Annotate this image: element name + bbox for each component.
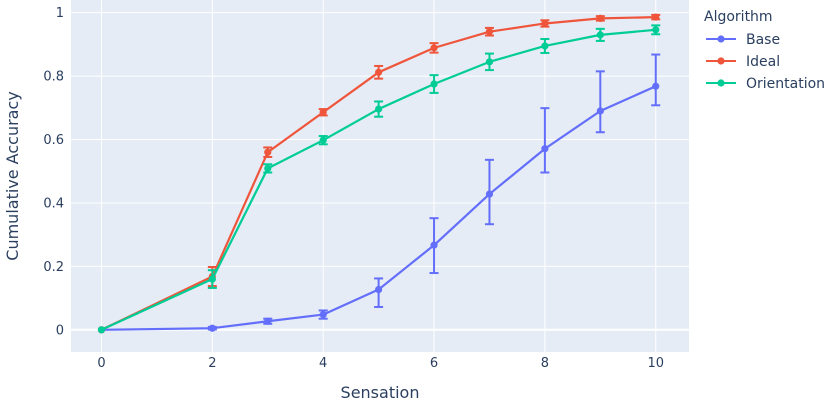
legend-swatch-marker bbox=[717, 57, 725, 65]
series-orientation bbox=[97, 24, 661, 334]
data-point[interactable] bbox=[264, 148, 272, 156]
data-point[interactable] bbox=[652, 13, 660, 21]
error-bar bbox=[540, 107, 550, 174]
x-tick-label: 4 bbox=[319, 356, 327, 371]
data-point[interactable] bbox=[596, 14, 604, 22]
y-axis-title: Cumulative Accuracy bbox=[3, 91, 22, 260]
x-tick-label: 2 bbox=[208, 356, 216, 371]
data-point[interactable] bbox=[652, 82, 660, 90]
data-point[interactable] bbox=[208, 324, 216, 332]
data-point[interactable] bbox=[208, 275, 216, 283]
y-tick-label: 1 bbox=[56, 6, 64, 21]
grid-lines bbox=[71, 0, 689, 352]
series-line-orientation bbox=[101, 28, 656, 331]
data-point[interactable] bbox=[264, 317, 272, 325]
legend-item-base[interactable]: Base bbox=[706, 32, 780, 48]
data-point[interactable] bbox=[541, 19, 549, 28]
data-point[interactable] bbox=[430, 44, 438, 52]
y-tick-label: 0 bbox=[56, 323, 64, 338]
legend-label: Orientation bbox=[746, 76, 825, 92]
data-point[interactable] bbox=[596, 31, 604, 39]
data-point[interactable] bbox=[319, 136, 327, 144]
series-line-ideal bbox=[101, 16, 656, 331]
data-point[interactable] bbox=[375, 68, 383, 76]
legend-item-ideal[interactable]: Ideal bbox=[706, 54, 780, 70]
data-point[interactable] bbox=[652, 26, 660, 34]
legend-item-orientation[interactable]: Orientation bbox=[706, 76, 825, 92]
y-tick-label: 0.8 bbox=[43, 70, 64, 85]
plot-background bbox=[71, 0, 689, 352]
series-layer bbox=[97, 13, 661, 334]
data-point[interactable] bbox=[97, 326, 106, 334]
y-tick-label: 0.2 bbox=[43, 260, 64, 275]
x-tick-label: 0 bbox=[97, 356, 105, 371]
data-point[interactable] bbox=[430, 241, 438, 249]
x-axis-title: Sensation bbox=[341, 383, 420, 402]
legend-label: Ideal bbox=[746, 54, 780, 70]
data-point[interactable] bbox=[430, 80, 438, 88]
data-point[interactable] bbox=[264, 164, 272, 172]
data-point[interactable] bbox=[375, 105, 383, 113]
data-point[interactable] bbox=[319, 108, 327, 116]
series-line-base bbox=[101, 85, 657, 331]
data-point[interactable] bbox=[541, 145, 549, 153]
data-point[interactable] bbox=[375, 285, 383, 294]
legend: Algorithm Base Ideal Orientation bbox=[704, 9, 825, 92]
data-point[interactable] bbox=[485, 28, 494, 36]
y-tick-label: 0.6 bbox=[43, 133, 64, 148]
x-tick-label: 10 bbox=[647, 356, 664, 371]
data-point[interactable] bbox=[485, 58, 494, 66]
data-point[interactable] bbox=[596, 107, 604, 115]
error-bar bbox=[651, 53, 661, 107]
x-tick-label: 6 bbox=[430, 356, 438, 371]
y-tick-label: 0.4 bbox=[43, 196, 64, 211]
legend-swatch-marker bbox=[717, 35, 725, 43]
legend-label: Base bbox=[746, 32, 780, 48]
data-point[interactable] bbox=[541, 42, 549, 50]
legend-title: Algorithm bbox=[704, 9, 773, 25]
y-axis-ticks: 0 0.2 0.4 0.6 0.8 1 bbox=[43, 6, 64, 338]
data-point[interactable] bbox=[485, 190, 494, 198]
x-tick-label: 8 bbox=[541, 356, 549, 371]
data-point[interactable] bbox=[319, 310, 327, 319]
x-axis-ticks: 0 2 4 6 8 10 bbox=[97, 356, 664, 371]
error-bar bbox=[595, 70, 605, 134]
series-base bbox=[97, 53, 661, 334]
legend-swatch-marker bbox=[717, 79, 725, 87]
